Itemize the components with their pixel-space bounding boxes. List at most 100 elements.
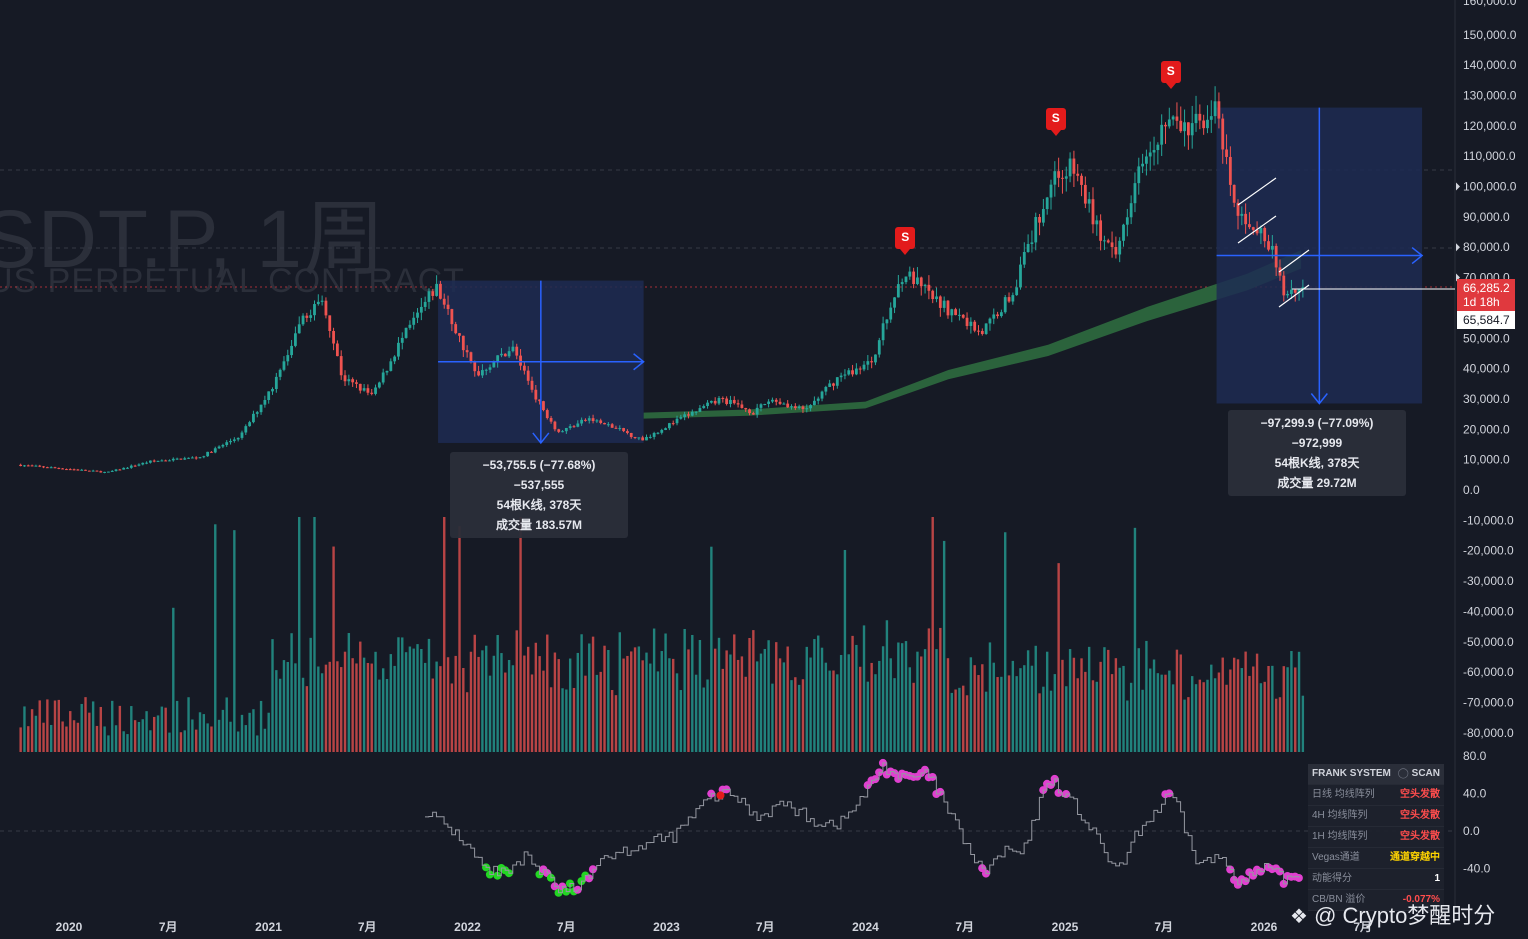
candle (797, 404, 801, 410)
candle (419, 297, 423, 321)
candle-body (545, 410, 549, 419)
volume-bar (962, 685, 965, 752)
candle-body (23, 465, 26, 467)
volume-bar (500, 653, 503, 752)
candle (717, 396, 721, 406)
candle-body (843, 374, 847, 376)
candle (805, 404, 809, 413)
volume-bar (1206, 679, 1209, 752)
candle-body (87, 470, 91, 472)
candle (26, 464, 30, 467)
volume-bar (1011, 660, 1015, 752)
candle-body (904, 276, 908, 283)
volume-bar (351, 658, 354, 752)
volume-bar (996, 677, 999, 752)
candle (305, 312, 309, 323)
volume-bar (336, 661, 339, 752)
candle-body (30, 465, 34, 467)
candle-body (503, 353, 507, 357)
volume-bar (374, 651, 377, 752)
volume-bar (450, 683, 454, 752)
candle-body (1236, 202, 1240, 216)
candle (908, 266, 912, 280)
volume-bar (1152, 659, 1156, 752)
candle-body (34, 465, 38, 467)
volume-bar (210, 726, 213, 752)
candle (885, 319, 889, 330)
candle (255, 410, 259, 418)
candle (851, 364, 854, 377)
volume-bar (832, 670, 835, 752)
volume-bar (652, 628, 656, 752)
volume-bar (404, 652, 408, 752)
channel-lines (1237, 177, 1277, 244)
volume-bar (614, 695, 618, 752)
candle-body (1301, 287, 1305, 290)
candle (687, 411, 690, 419)
candle (42, 465, 45, 469)
candle (1282, 271, 1286, 302)
candle (1053, 161, 1057, 197)
candle-body (1064, 176, 1068, 179)
volume-bar (389, 654, 393, 752)
volume-bar (111, 700, 114, 752)
candle (801, 405, 805, 414)
volume-bar (397, 637, 400, 752)
volume-bar (748, 637, 751, 752)
volume-bar (298, 517, 301, 752)
candle-body (522, 365, 526, 371)
candle-body (244, 426, 248, 433)
volume-bar (988, 642, 992, 752)
volume-bar (843, 549, 847, 752)
candle (381, 368, 385, 385)
y-tick-label: 20,000.0 (1463, 422, 1510, 436)
candle-body (439, 283, 442, 299)
candle-body (1007, 297, 1011, 302)
candle-body (935, 296, 938, 300)
volume-bar (1286, 667, 1289, 752)
volume-bar (542, 670, 545, 752)
candle-body (591, 418, 595, 422)
measurement-volume: 成交量 183.57M (495, 518, 583, 532)
candle-body (786, 403, 790, 408)
candle (828, 379, 832, 388)
volume-bar (622, 658, 625, 752)
candle (1125, 208, 1129, 237)
candle-body (141, 462, 145, 465)
volume-bar (198, 712, 202, 752)
candle (958, 308, 961, 321)
y-tick-label: -20,000.0 (1463, 544, 1514, 558)
candle-body (477, 371, 480, 376)
candle-body (1034, 216, 1038, 243)
candle (221, 443, 225, 449)
candle-body (107, 471, 110, 473)
candle (648, 434, 652, 439)
candle (660, 428, 664, 435)
candle (1141, 153, 1144, 173)
y-tick-label: -70,000.0 (1463, 695, 1514, 709)
volume-bar (1194, 684, 1198, 752)
candle (1290, 279, 1293, 299)
volume-bar (481, 650, 484, 752)
volume-bar (275, 670, 278, 752)
candle-body (1068, 158, 1072, 177)
candle (1030, 230, 1034, 253)
candle-body (675, 418, 679, 424)
volume-bar (504, 672, 507, 752)
volume-bar (1091, 680, 1095, 752)
volume-bar (828, 670, 831, 752)
candle-body (587, 418, 591, 421)
volume-bar (519, 517, 522, 752)
candle-body (874, 354, 877, 363)
candle (709, 400, 713, 404)
volume-bar (1068, 649, 1072, 752)
volume-bar (130, 706, 133, 752)
last-price-value: 66,285.2 (1463, 281, 1510, 295)
volume-bar (561, 688, 564, 752)
volume-bar (1225, 684, 1228, 752)
candle-body (328, 315, 332, 331)
candle-body (694, 411, 698, 413)
candle-body (1095, 220, 1099, 225)
